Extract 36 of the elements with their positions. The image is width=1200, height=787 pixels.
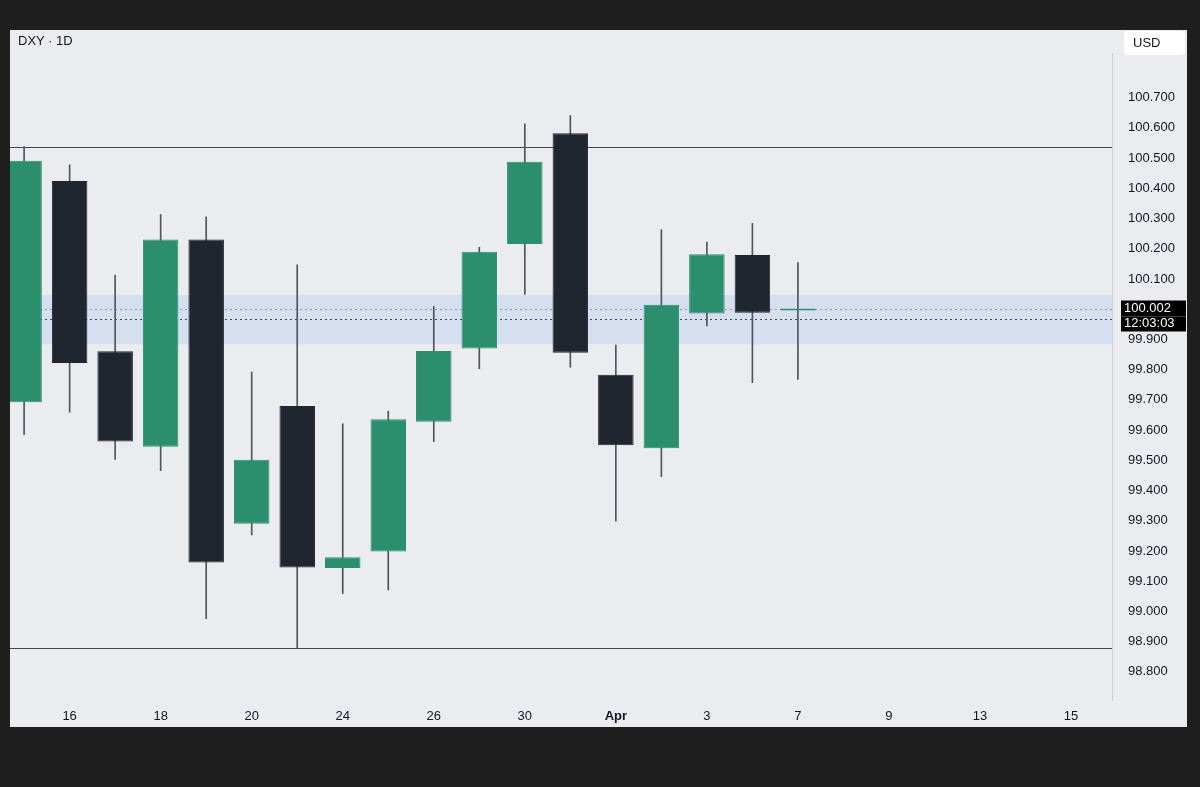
x-tick-label: 13 (972, 708, 988, 724)
y-axis-title: USD (1133, 34, 1161, 50)
x-tick-label: 20 (244, 708, 259, 724)
y-tick-label: 100.700 (1128, 89, 1175, 105)
y-tick-label: 99.300 (1128, 512, 1168, 528)
y-tick-label: 100.500 (1128, 149, 1175, 165)
x-tick-label: 18 (153, 708, 168, 724)
x-tick-label: Apr (604, 708, 628, 724)
chart-title: DXY · 1D (18, 32, 73, 48)
y-tick-label: 100.200 (1128, 240, 1175, 256)
x-tick-label: 9 (885, 708, 893, 724)
x-tick-label: 24 (335, 708, 350, 724)
x-tick-label: 16 (62, 708, 77, 724)
y-tick-label: 100.300 (1128, 210, 1175, 226)
y-tick-label: 99.900 (1128, 331, 1168, 346)
x-tick-label: 15 (1063, 708, 1079, 724)
x-tick-label: 26 (426, 708, 442, 724)
ref-line-label: 100.002 (1124, 300, 1171, 316)
y-tick-label: 99.200 (1128, 542, 1168, 558)
y-tick-label: 99.700 (1128, 391, 1168, 407)
y-tick-label: 99.800 (1128, 361, 1168, 377)
y-tick-label: 98.800 (1128, 663, 1168, 679)
y-tick-label: 99.400 (1128, 482, 1168, 498)
y-tick-label: 100.100 (1128, 270, 1175, 286)
y-tick-label: 99.000 (1128, 603, 1168, 619)
y-tick-label: 99.100 (1128, 572, 1168, 588)
y-tick-label: 98.900 (1128, 633, 1168, 649)
candlestick (324, 423, 361, 594)
y-tick-label: 100.400 (1128, 179, 1175, 195)
y-tick-label: 99.600 (1128, 421, 1168, 437)
x-tick-label: 3 (703, 708, 711, 724)
text: 12:03:03 (1124, 315, 1175, 331)
x-tick-label: 30 (517, 708, 533, 724)
y-tick-label: 99.500 (1128, 451, 1168, 467)
y-tick-label: 100.600 (1128, 119, 1175, 135)
x-tick-label: 7 (794, 708, 802, 724)
